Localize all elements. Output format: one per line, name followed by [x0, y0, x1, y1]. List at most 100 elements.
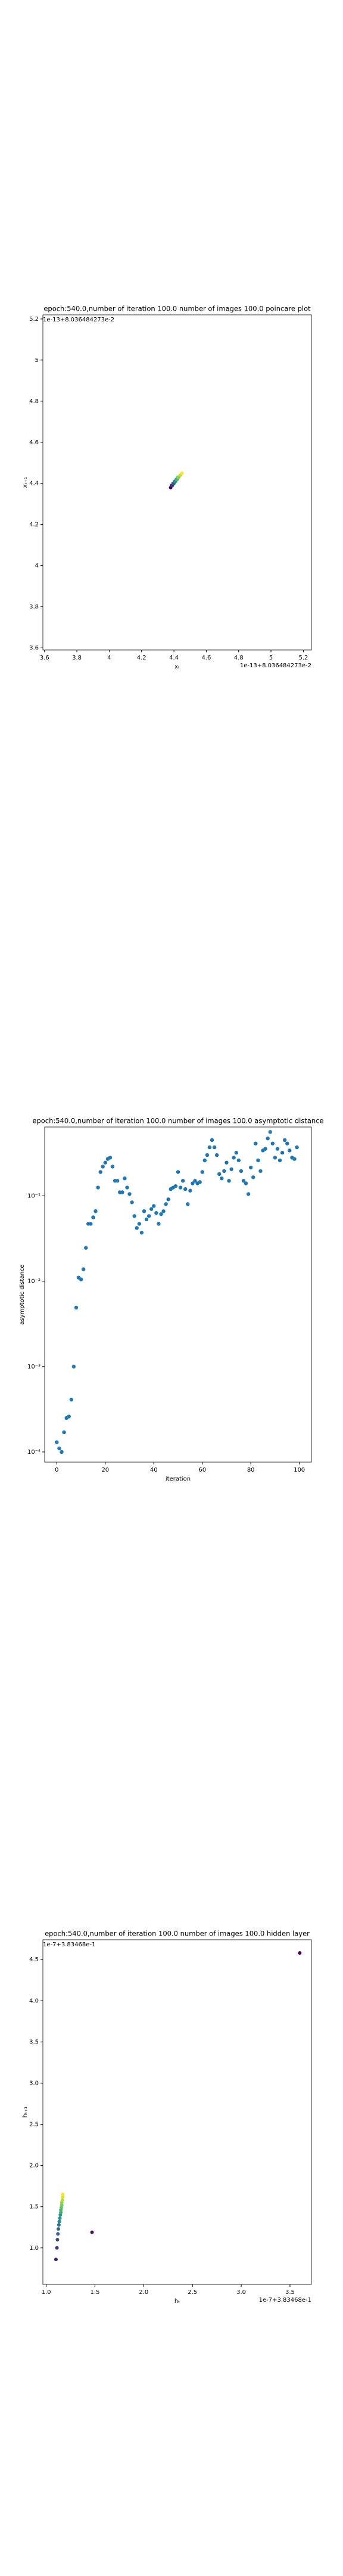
point — [84, 1246, 88, 1250]
y-tick-label: 10⁻² — [27, 1278, 40, 1285]
x-tick-label: 5.2 — [298, 655, 308, 661]
x-tick-label: 2.5 — [188, 2289, 197, 2296]
y-tick-label: 2.0 — [29, 2163, 39, 2169]
y-tick-label: 2.5 — [29, 2122, 39, 2128]
point — [210, 1138, 214, 1143]
point — [57, 1446, 61, 1451]
point — [60, 2203, 64, 2207]
point — [59, 2210, 63, 2215]
point — [277, 1158, 282, 1163]
x-axis-label: hₜ — [174, 2298, 180, 2305]
point — [180, 471, 184, 475]
point — [270, 1141, 275, 1145]
point — [251, 1175, 255, 1179]
point — [200, 1170, 204, 1174]
point — [275, 1147, 280, 1151]
point — [58, 2216, 62, 2221]
point — [125, 1185, 129, 1190]
y-tick-label: 10⁻³ — [27, 1364, 40, 1370]
point — [91, 1215, 95, 1219]
chart-title: epoch:540.0,number of iteration 100.0 nu… — [45, 1930, 310, 1938]
y-offset: 1e-13+8.036484273e-2 — [43, 317, 114, 323]
point — [202, 1158, 207, 1163]
x-offset: 1e-13+8.036484273e-2 — [240, 662, 311, 669]
point — [137, 1222, 142, 1226]
point — [69, 1398, 74, 1402]
x-tick-label: 3.6 — [40, 655, 49, 661]
point — [212, 1145, 217, 1150]
point — [234, 1150, 238, 1155]
point — [173, 1184, 178, 1188]
y-tick-label: 4 — [35, 563, 39, 569]
y-tick-label: 1.5 — [29, 2204, 39, 2210]
point — [283, 1138, 287, 1143]
y-tick-label: 5 — [35, 357, 39, 364]
point — [79, 1277, 83, 1281]
y-tick-label: 1.0 — [29, 2245, 39, 2252]
point — [56, 2232, 60, 2236]
point — [241, 1179, 246, 1183]
point — [55, 2237, 60, 2241]
x-offset: 1e-7+3.83468e-1 — [259, 2297, 311, 2303]
point — [232, 1156, 236, 1160]
point — [130, 1200, 134, 1205]
point — [55, 2246, 59, 2250]
point — [295, 1145, 299, 1150]
y-tick-label: 4.2 — [29, 522, 39, 528]
x-tick-label: 1.5 — [90, 2289, 99, 2296]
chart-title: epoch:540.0,number of iteration 100.0 nu… — [32, 1117, 323, 1125]
point — [57, 2223, 61, 2227]
point — [191, 1181, 195, 1185]
point — [55, 1440, 59, 1444]
point — [67, 1414, 71, 1419]
y-tick-label: 4.4 — [29, 481, 39, 487]
point — [254, 1141, 258, 1145]
point — [176, 1170, 180, 1174]
point — [139, 1231, 144, 1235]
point — [54, 2258, 58, 2262]
x-tick-label: 3.5 — [285, 2289, 295, 2296]
point — [292, 1157, 297, 1161]
point — [164, 1202, 168, 1206]
point — [120, 1190, 124, 1194]
point — [149, 1207, 154, 1211]
point — [239, 1169, 244, 1174]
point — [236, 1158, 241, 1163]
y-tick-label: 4.5 — [29, 1956, 39, 1963]
point — [193, 1179, 197, 1183]
plot-frame — [42, 1939, 312, 2285]
point — [207, 1145, 212, 1150]
point — [62, 1430, 66, 1435]
point — [280, 1150, 285, 1155]
x-tick-label: 4.8 — [234, 655, 244, 661]
y-axis-label: asymptotic distance — [19, 1264, 26, 1324]
point — [123, 1176, 127, 1181]
point — [159, 1212, 163, 1216]
y-tick-label: 4.0 — [29, 1998, 39, 2004]
point — [285, 1141, 289, 1145]
point — [57, 2219, 61, 2224]
y-tick-label: 3.5 — [29, 2039, 39, 2045]
x-tick-label: 2.0 — [139, 2289, 148, 2296]
point — [146, 1214, 151, 1218]
point — [227, 1179, 231, 1183]
x-axis-label: xₜ — [174, 664, 180, 670]
point — [166, 1197, 170, 1202]
x-tick-label: 3.8 — [72, 655, 82, 661]
point — [256, 1158, 260, 1163]
x-tick-label: 80 — [247, 1467, 255, 1473]
point — [214, 1153, 219, 1157]
chart-title: epoch:540.0,number of iteration 100.0 nu… — [43, 305, 311, 313]
x-tick-label: 20 — [101, 1467, 109, 1473]
point — [180, 1179, 185, 1183]
point — [60, 2198, 64, 2202]
point — [98, 1170, 102, 1174]
point — [188, 1188, 192, 1193]
plot-frame — [42, 314, 312, 651]
point — [115, 1179, 120, 1183]
point — [268, 1130, 272, 1134]
y-tick-label: 10⁻⁴ — [27, 1449, 40, 1456]
point — [61, 2195, 65, 2199]
point — [263, 1147, 267, 1151]
